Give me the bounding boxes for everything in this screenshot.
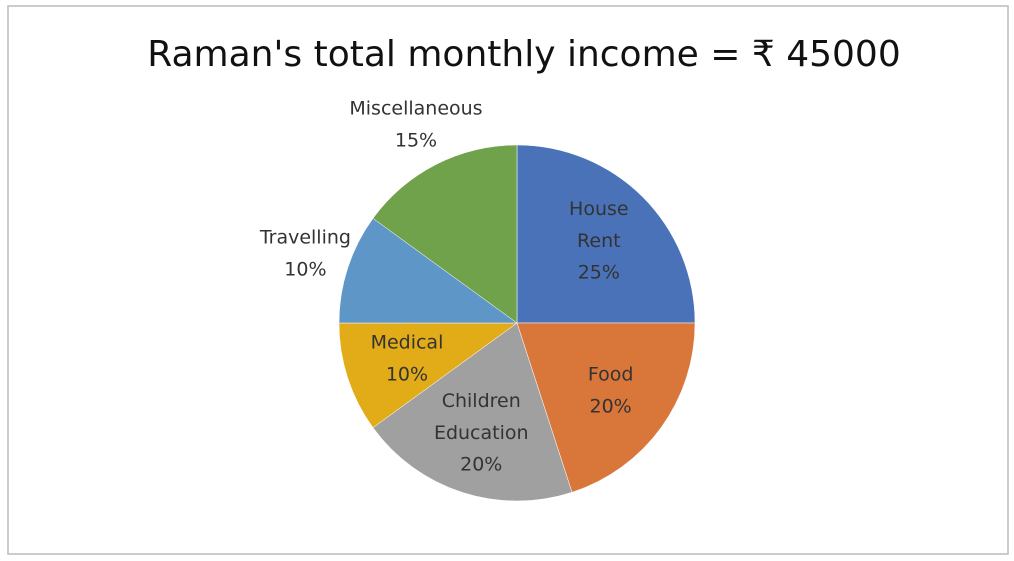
slice-value-label: 20% bbox=[460, 454, 502, 476]
slice-label: Miscellaneous bbox=[349, 97, 482, 119]
chart-title: Raman's total monthly income = ₹ 45000 bbox=[147, 34, 900, 75]
slice-label: Medical bbox=[371, 331, 444, 353]
slice-label: Food bbox=[588, 364, 634, 386]
slice-value-label: 25% bbox=[578, 262, 620, 284]
slice-value-label: 15% bbox=[395, 129, 437, 151]
slice-label: Children Education bbox=[434, 390, 529, 444]
slice-value-label: 10% bbox=[284, 259, 326, 281]
slice-label: Travelling bbox=[259, 227, 351, 249]
pie-slice bbox=[338, 218, 518, 324]
pie-slice bbox=[372, 322, 573, 502]
slice-value-label: 20% bbox=[589, 396, 631, 418]
pie-slice bbox=[516, 322, 696, 493]
slice-label: House Rent bbox=[569, 198, 629, 252]
slice-value-label: 10% bbox=[386, 363, 428, 385]
pie-slice bbox=[372, 144, 518, 324]
pie-slice bbox=[516, 144, 696, 324]
pie-slice bbox=[338, 322, 518, 428]
